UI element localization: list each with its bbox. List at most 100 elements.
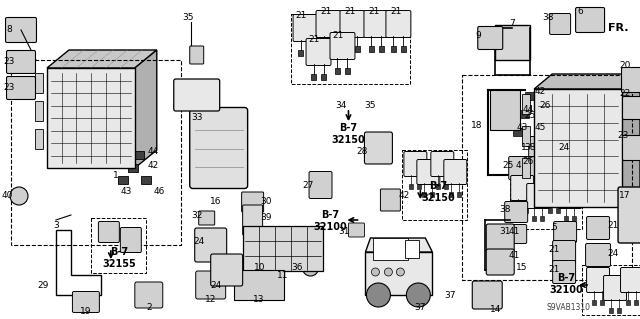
FancyBboxPatch shape — [486, 224, 514, 252]
Text: 13: 13 — [253, 295, 264, 305]
FancyBboxPatch shape — [527, 183, 550, 209]
Bar — [510, 174, 582, 229]
Bar — [556, 207, 560, 212]
Text: 24: 24 — [210, 280, 221, 290]
Text: 42: 42 — [534, 87, 546, 97]
Text: 32155: 32155 — [102, 259, 136, 269]
Bar — [35, 101, 43, 121]
Text: 40: 40 — [1, 191, 13, 201]
FancyBboxPatch shape — [472, 281, 502, 309]
Text: 24: 24 — [607, 249, 619, 257]
Text: 36: 36 — [291, 263, 302, 272]
Bar — [522, 158, 530, 178]
Text: B-7: B-7 — [429, 181, 447, 191]
Text: 24: 24 — [559, 144, 570, 152]
FancyBboxPatch shape — [506, 225, 527, 243]
Text: 21: 21 — [295, 11, 306, 20]
Text: 43: 43 — [516, 123, 528, 132]
Text: 43: 43 — [120, 188, 132, 197]
Circle shape — [385, 268, 392, 276]
Bar — [617, 308, 621, 313]
Text: 2: 2 — [146, 303, 152, 313]
Polygon shape — [519, 110, 529, 118]
Bar — [335, 68, 340, 74]
FancyBboxPatch shape — [386, 11, 411, 38]
Bar — [490, 90, 520, 130]
Bar — [321, 74, 326, 80]
FancyBboxPatch shape — [543, 175, 566, 201]
FancyBboxPatch shape — [6, 50, 35, 73]
FancyBboxPatch shape — [547, 130, 570, 151]
Text: 33: 33 — [191, 114, 202, 122]
Text: 26: 26 — [540, 100, 551, 109]
FancyBboxPatch shape — [505, 202, 528, 222]
Text: 21: 21 — [309, 35, 320, 44]
Text: 45: 45 — [534, 123, 546, 132]
Text: 37: 37 — [445, 291, 456, 300]
Text: 21: 21 — [345, 8, 356, 17]
Text: 32100: 32100 — [314, 222, 348, 232]
FancyBboxPatch shape — [195, 228, 227, 262]
Text: 15: 15 — [516, 263, 528, 272]
Circle shape — [10, 187, 28, 205]
FancyBboxPatch shape — [404, 152, 427, 176]
Bar — [495, 25, 530, 60]
FancyBboxPatch shape — [478, 26, 503, 49]
Bar — [298, 50, 303, 56]
Bar — [11, 60, 180, 245]
Text: 42: 42 — [147, 160, 159, 169]
Bar — [47, 68, 135, 168]
Text: 38: 38 — [524, 144, 536, 152]
Text: 26: 26 — [522, 158, 534, 167]
Polygon shape — [365, 252, 433, 295]
Bar — [391, 46, 396, 52]
Text: 14: 14 — [490, 306, 501, 315]
Text: 35: 35 — [365, 100, 376, 109]
Text: 31: 31 — [499, 227, 511, 236]
Bar — [403, 150, 467, 220]
Text: 41: 41 — [509, 250, 520, 259]
Text: 39: 39 — [260, 213, 271, 222]
Bar — [582, 265, 640, 315]
Bar — [35, 129, 43, 149]
Polygon shape — [365, 238, 433, 252]
FancyBboxPatch shape — [417, 160, 440, 184]
Bar — [422, 191, 426, 197]
Text: S9VAB1310: S9VAB1310 — [546, 303, 590, 313]
Polygon shape — [134, 151, 144, 159]
FancyBboxPatch shape — [380, 189, 401, 211]
Text: 17: 17 — [620, 190, 631, 199]
FancyBboxPatch shape — [604, 276, 627, 300]
Circle shape — [406, 283, 430, 307]
Polygon shape — [513, 128, 523, 136]
Text: 37: 37 — [415, 303, 426, 313]
Text: 1: 1 — [522, 144, 527, 152]
Text: 38: 38 — [542, 13, 554, 23]
FancyBboxPatch shape — [364, 132, 392, 164]
Text: 8: 8 — [6, 26, 12, 34]
FancyBboxPatch shape — [529, 157, 552, 180]
Bar — [345, 46, 350, 52]
Bar — [522, 126, 530, 146]
Bar — [564, 216, 568, 220]
Text: 29: 29 — [37, 280, 49, 290]
Bar — [626, 300, 630, 305]
Bar — [234, 270, 284, 300]
Circle shape — [303, 260, 319, 276]
Text: 4: 4 — [515, 160, 521, 169]
FancyBboxPatch shape — [120, 227, 141, 253]
Bar — [369, 46, 374, 52]
Text: 30: 30 — [260, 197, 271, 206]
FancyBboxPatch shape — [529, 137, 552, 160]
Text: 1: 1 — [113, 170, 119, 180]
Text: 18: 18 — [470, 121, 482, 130]
Bar — [373, 238, 408, 260]
Text: 20: 20 — [620, 62, 630, 70]
Bar — [572, 216, 576, 220]
FancyBboxPatch shape — [293, 14, 318, 41]
Bar — [449, 191, 453, 197]
FancyBboxPatch shape — [364, 11, 389, 38]
Polygon shape — [525, 92, 535, 100]
Text: 21: 21 — [548, 246, 560, 255]
Text: 21: 21 — [390, 8, 402, 17]
